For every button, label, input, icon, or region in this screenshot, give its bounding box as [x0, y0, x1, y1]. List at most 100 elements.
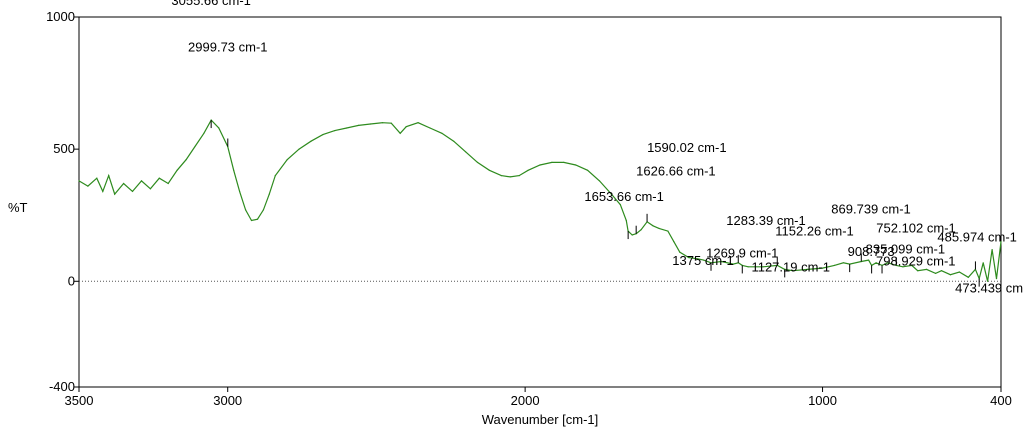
spectrum-point [792, 270, 794, 272]
spectrum-point [310, 140, 312, 142]
spectrum-point [902, 266, 904, 268]
spectrum-point [551, 161, 553, 163]
spectrum-point [967, 276, 969, 278]
spectrum-point [688, 256, 690, 259]
spectrum-point [123, 182, 125, 185]
spectrum-point [465, 151, 467, 153]
peak-label: 3055.66 cm-1 [171, 0, 251, 8]
peak-label: 1626.66 cm-1 [636, 164, 716, 179]
peak-label: 1590.02 cm-1 [647, 140, 727, 155]
y-tick-label: 1000 [46, 9, 75, 24]
spectrum-point [732, 263, 734, 265]
peak-label: 908.773 [848, 244, 895, 259]
spectrum-point [102, 190, 104, 192]
spectrum-point [703, 259, 705, 261]
spectrum-point [399, 132, 401, 134]
spectrum-point [286, 159, 288, 161]
spectrum-point [619, 204, 621, 206]
spectrum-point [673, 241, 675, 243]
spectrum-point [940, 270, 943, 272]
spectrum-point [417, 122, 419, 124]
spectrum-point [631, 234, 633, 236]
spectrum-point [322, 134, 324, 136]
spectrum-point [131, 190, 134, 192]
peak-label: 2999.73 cm-1 [188, 40, 268, 55]
spectrum-point [488, 169, 490, 171]
peak-label: 752.102 cm-1 [876, 220, 956, 235]
peak-label: 1375 cm-1 [672, 253, 733, 268]
spectrum-point [346, 127, 348, 129]
spectrum-point [518, 175, 520, 177]
spectrum-point [390, 122, 392, 124]
peak-label: 869.739 cm-1 [831, 201, 911, 216]
spectrum-point [268, 193, 270, 195]
spectrum-point [250, 219, 253, 222]
spectrum-point [114, 193, 116, 195]
peak-label: 1127.19 cm-1 [751, 259, 830, 274]
peak-label: 798.929 cm-1 [876, 253, 956, 268]
spectrum-point [911, 264, 913, 266]
spectrum-point [476, 161, 479, 163]
spectrum-point [575, 164, 577, 166]
spectrum-point [697, 258, 699, 260]
peak-label: 835.099 cm-1 [866, 241, 946, 256]
x-tick-label: 1000 [808, 393, 837, 408]
spectrum-point [807, 268, 809, 270]
spectrum-point [539, 164, 541, 166]
spectrum-point [667, 230, 669, 232]
spectrum-point [762, 266, 764, 268]
spectrum-point [587, 169, 589, 171]
spectrum-point [995, 278, 998, 280]
spectrum-point [218, 127, 220, 129]
spectrum-point [509, 176, 511, 178]
x-tick-label: 3000 [213, 393, 242, 408]
spectrum-point [441, 132, 443, 134]
peak-label: 1152.26 cm-1 [775, 223, 854, 238]
spectrum-point [833, 264, 836, 266]
spectrum-point [935, 272, 937, 274]
spectrum-point [158, 177, 160, 179]
spectrum-point [842, 262, 845, 264]
spectrum-point [640, 229, 642, 231]
x-axis-title: Wavenumber [cm-1] [482, 412, 599, 427]
spectrum-point [78, 180, 80, 182]
spectrum-point [194, 145, 196, 148]
spectrum-point [875, 262, 877, 264]
spectrum-point [949, 274, 952, 276]
spectrum-point [527, 169, 529, 171]
spectrum-point [991, 249, 993, 251]
x-axis-ticks: 3500 3000 2000 1000 400 [65, 387, 1012, 408]
spectrum-point [405, 126, 407, 128]
spectrum-point [167, 182, 169, 185]
peak-label: 1283.39 cm-1 [726, 213, 806, 228]
peak-label: 473.439 cm-1 [955, 281, 1023, 296]
spectrum-point [256, 218, 259, 220]
peak-label: 485.974 cm-1 [937, 229, 1017, 244]
spectrum-line [78, 119, 1002, 282]
spectrum-point [96, 177, 98, 179]
spectrum-point [1000, 241, 1002, 243]
spectrum-point [176, 169, 178, 171]
spectrum-point [500, 175, 502, 177]
spectrum-point [203, 132, 205, 134]
spectrum-point [821, 267, 824, 269]
spectrum-point [334, 130, 336, 132]
y-tick-label: 0 [68, 273, 75, 288]
spectrum-point [429, 127, 431, 129]
x-tick-label: 400 [990, 393, 1012, 408]
spectrum-point [358, 124, 360, 126]
spectrum-point [652, 225, 654, 227]
plot-area [78, 16, 1002, 388]
y-tick-label: 500 [53, 141, 75, 156]
spectrum-point [625, 219, 627, 222]
spectrum-point [298, 148, 300, 150]
spectrum-point [233, 169, 235, 171]
spectrum-point [958, 271, 961, 273]
spectrum-point [926, 268, 928, 270]
spectrum-point [987, 280, 989, 282]
x-tick-label: 3500 [65, 393, 94, 408]
peak-label: 1653.66 cm-1 [584, 189, 664, 204]
peak-labels: 3055.66 cm-1 2999.73 cm-1 1590.02 cm-1 1626… [171, 0, 1023, 296]
spectrum-point [598, 180, 601, 182]
